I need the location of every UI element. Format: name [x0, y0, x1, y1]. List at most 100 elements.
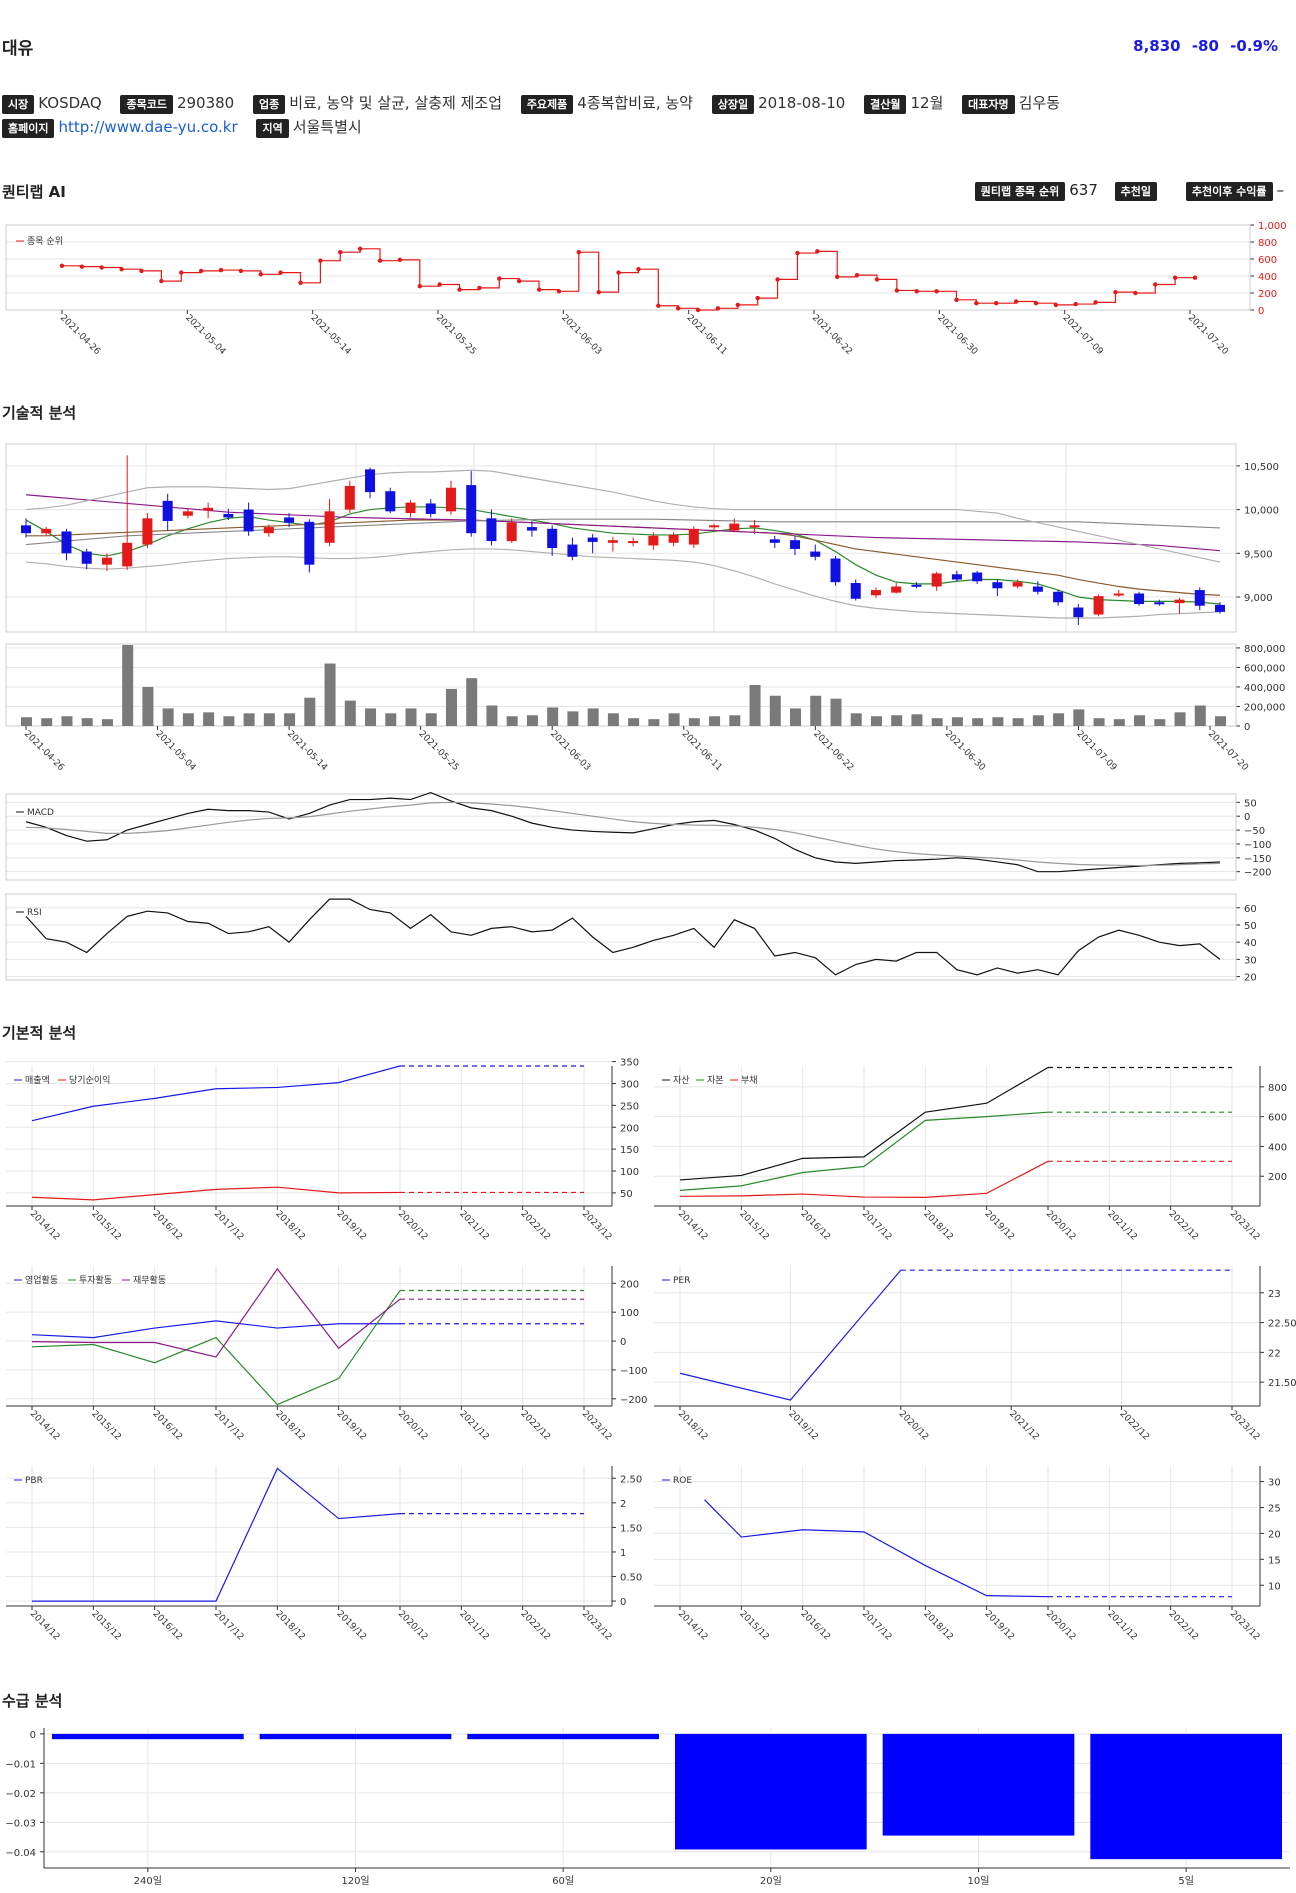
y-tick-label: 1.50 — [620, 1523, 642, 1534]
volume-bar — [769, 695, 781, 726]
x-tick-label: 5일 — [1178, 1875, 1194, 1887]
candle-body — [61, 531, 72, 554]
x-tick-label: 2021-07-09 — [1061, 313, 1105, 357]
x-tick-label: 2021-05-04 — [153, 729, 197, 773]
legend-label: 종목 순위 — [27, 236, 63, 247]
volume-bar — [1032, 715, 1044, 726]
y-tick-label: 0 — [1244, 722, 1250, 733]
candle-body — [81, 551, 92, 564]
rank-point — [1033, 301, 1039, 306]
x-tick-label: 2014/12 — [28, 1209, 62, 1243]
x-tick-label: 2023/12 — [1228, 1609, 1262, 1643]
homepage-link[interactable]: http://www.dae-yu.co.kr — [58, 118, 238, 136]
volume-bar — [870, 716, 882, 726]
y-tick-label: 800 — [1258, 238, 1277, 249]
current-price: 8,830 — [1133, 37, 1181, 55]
x-tick-label: 2021-05-25 — [417, 729, 461, 773]
cashflow-line-영업활동 — [31, 1320, 400, 1339]
revenue-line-매출액 — [31, 1065, 401, 1122]
price-display: 8,830 -80 -0.9% — [1133, 37, 1278, 55]
legend-label: 부채 — [741, 1075, 758, 1086]
volume-bar — [992, 717, 1004, 726]
y-tick-label: 15 — [1268, 1555, 1281, 1566]
volume-bar — [1174, 712, 1186, 726]
x-tick-label: 60일 — [552, 1875, 574, 1887]
technical-section-title: 기술적 분석 — [2, 404, 77, 422]
rank-point — [735, 302, 741, 308]
x-tick-label: 2021-06-22 — [810, 313, 854, 357]
volume-bar — [344, 700, 356, 726]
x-tick-label: 2021-06-22 — [811, 729, 855, 773]
rank-point — [815, 249, 820, 254]
macd-line-macd — [25, 791, 1221, 873]
y-tick-label: 400 — [1268, 1142, 1287, 1153]
y-tick-label: 150 — [620, 1145, 639, 1156]
volume-bar — [1215, 716, 1226, 726]
supply-bar — [882, 1733, 1075, 1836]
x-tick-label: 2021-05-14 — [309, 313, 353, 357]
volume-bar — [506, 716, 518, 726]
y-tick-label: −200 — [620, 1395, 647, 1406]
volume-bar — [385, 713, 397, 726]
y-tick-label: 400,000 — [1244, 683, 1285, 694]
candle-body — [850, 583, 861, 599]
x-tick-label: 2023/12 — [1228, 1409, 1262, 1443]
volume-bar — [365, 708, 377, 726]
price-line-ma_green — [25, 506, 1221, 605]
candle-body — [21, 525, 31, 534]
rank-point — [715, 306, 721, 311]
rank-point — [636, 267, 641, 272]
x-tick-label: 2019/12 — [335, 1609, 369, 1643]
volume-bar — [1194, 705, 1206, 726]
legend-label: ROE — [673, 1476, 692, 1486]
rank-point — [417, 284, 422, 289]
candle-body — [243, 509, 254, 532]
rsi-chart: 20 30 40 50 60 RSI — [5, 893, 1257, 984]
rank-point — [218, 267, 224, 273]
volume-bar — [567, 711, 579, 726]
volume-bar — [324, 663, 336, 726]
candle-body — [101, 557, 112, 565]
candle-body — [142, 518, 153, 545]
industry-tag: 업종 — [253, 95, 286, 114]
candle-body — [263, 527, 274, 534]
rank-point — [596, 289, 601, 295]
rank-point — [954, 297, 959, 302]
candle-body — [1194, 590, 1205, 606]
rank-value: 637 — [1069, 181, 1098, 199]
volume-bar — [1093, 718, 1105, 726]
x-tick-label: 2021/12 — [457, 1609, 491, 1643]
fiscal-tag: 결산월 — [864, 95, 907, 114]
plot-border — [5, 443, 1237, 633]
y-tick-label: 100 — [620, 1167, 639, 1178]
volume-bar — [668, 713, 680, 726]
rank-point — [1073, 301, 1078, 307]
x-tick-label: 2022/12 — [519, 1609, 553, 1643]
volume-bar — [101, 719, 113, 726]
x-tick-label: 2015/12 — [737, 1209, 771, 1243]
candle-body — [506, 522, 517, 542]
plot-border — [5, 224, 1251, 311]
volume-bar — [972, 718, 984, 726]
x-tick-label: 2020/12 — [396, 1609, 430, 1643]
rank-point — [894, 288, 900, 293]
x-tick-label: 2014/12 — [28, 1409, 62, 1443]
x-tick-label: 2015/12 — [89, 1209, 123, 1243]
rank-point — [914, 289, 919, 294]
x-tick-label: 120일 — [341, 1875, 369, 1887]
plot-border — [5, 793, 1237, 881]
y-tick-label: 200 — [1268, 1172, 1287, 1183]
x-tick-label: 2021/12 — [1105, 1209, 1139, 1243]
rank-point — [1192, 275, 1198, 280]
candle-body — [567, 544, 578, 557]
volume-chart: 0 200,000 400,000 600,000 800,000 2021-04-26 2… — [5, 643, 1285, 773]
x-tick-label: 2021-07-20 — [1206, 729, 1250, 773]
y-tick-label: 0 — [620, 1597, 626, 1608]
y-tick-label: −150 — [1244, 854, 1271, 865]
y-tick-label: 1,000 — [1258, 221, 1287, 232]
y-tick-label: 2.50 — [620, 1474, 642, 1485]
supply-section-title: 수급 분석 — [2, 1692, 63, 1710]
supply-bar — [675, 1733, 867, 1850]
y-tick-label: −0.04 — [5, 1848, 36, 1859]
x-tick-label: 2017/12 — [212, 1609, 246, 1643]
